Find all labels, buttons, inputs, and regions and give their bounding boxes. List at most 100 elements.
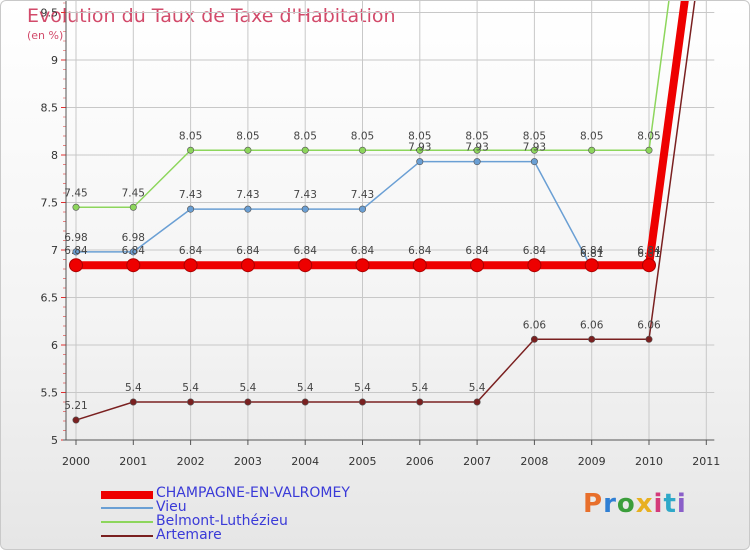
x-tick-label: 2004 (291, 455, 319, 468)
data-point (642, 258, 656, 273)
data-label: 8.05 (580, 130, 603, 142)
series-line (76, 1, 689, 270)
legend-swatch (101, 507, 153, 509)
series-layer (69, 1, 696, 424)
data-point (358, 398, 366, 406)
legend-label: Artemare (156, 527, 222, 543)
data-point (358, 205, 366, 213)
legend-label: CHAMPAGNE-EN-VALROMEY (156, 485, 350, 501)
x-tick-label: 2003 (234, 455, 262, 468)
chart-subtitle: (en %) (27, 29, 64, 42)
data-label: 7.43 (294, 189, 317, 201)
data-label: 6.06 (580, 319, 604, 331)
data-point (126, 258, 141, 273)
data-point (183, 258, 198, 273)
data-label: 6.81 (637, 248, 660, 260)
data-label: 6.98 (122, 232, 145, 244)
y-tick-label: 7 (51, 244, 58, 257)
data-point (416, 398, 424, 406)
data-point (240, 258, 255, 273)
data-label: 8.05 (294, 130, 317, 142)
data-label: 6.84 (294, 245, 318, 257)
data-point (473, 146, 481, 154)
x-tick-label: 2001 (119, 455, 147, 468)
data-label: 6.81 (580, 248, 603, 260)
data-label: 8.05 (236, 130, 259, 142)
data-label: 6.06 (523, 319, 547, 331)
data-point (355, 258, 370, 273)
data-point (187, 205, 195, 213)
data-point (588, 146, 596, 154)
data-point (473, 398, 481, 406)
data-label: 8.05 (408, 130, 431, 142)
data-point (298, 258, 313, 273)
data-label: 6.84 (637, 245, 661, 257)
data-point (530, 335, 538, 343)
chart-title: Evolution du Taux de Taxe d'Habitation (27, 5, 396, 27)
data-point (187, 146, 195, 154)
data-point (244, 205, 252, 213)
legend-swatch (101, 491, 153, 499)
data-label: 7.93 (523, 142, 546, 154)
grid-layer (63, 1, 715, 441)
data-label: 7.43 (179, 189, 202, 201)
x-tick-label: 2011 (692, 455, 720, 468)
legend-label: Vieu (156, 499, 187, 515)
data-point (530, 158, 538, 166)
x-tick-label: 2006 (406, 455, 434, 468)
data-label: 6.84 (122, 245, 146, 257)
data-label: 7.43 (236, 189, 259, 201)
y-tick-label: 8.5 (41, 102, 59, 115)
data-point (530, 146, 538, 154)
data-point (129, 398, 137, 406)
axis-layer: 55.566.577.588.599.51010.51111.51212.513… (41, 1, 720, 468)
legend-label: Belmont-Luthézieu (156, 513, 288, 529)
data-label: 5.4 (469, 382, 486, 394)
data-label: 6.98 (64, 232, 87, 244)
data-point (416, 158, 424, 166)
x-tick-label: 2009 (578, 455, 606, 468)
series-line (76, 1, 670, 208)
y-tick-label: 6 (51, 339, 58, 352)
series-line (76, 1, 686, 269)
data-label: 8.05 (179, 130, 202, 142)
data-point (244, 398, 252, 406)
data-label: 7.93 (408, 142, 431, 154)
data-point (187, 398, 195, 406)
data-label: 8.05 (523, 130, 546, 142)
data-point (584, 258, 599, 273)
data-label: 8.05 (637, 130, 660, 142)
data-label: 6.84 (236, 245, 260, 257)
data-point (588, 335, 596, 343)
data-point (69, 258, 83, 273)
data-label: 6.84 (179, 245, 203, 257)
data-label: 5.4 (297, 382, 314, 394)
data-point (301, 398, 309, 406)
x-tick-label: 2002 (177, 455, 205, 468)
data-point (72, 203, 80, 211)
data-label: 6.84 (64, 245, 88, 257)
data-label: 7.43 (351, 189, 374, 201)
data-label: 8.05 (351, 130, 374, 142)
x-tick-label: 2007 (463, 455, 491, 468)
legend-swatch (101, 521, 153, 523)
x-tick-label: 2005 (349, 455, 377, 468)
data-label: 6.06 (637, 319, 661, 331)
data-point (129, 203, 137, 211)
data-point (412, 258, 427, 273)
data-label: 6.84 (580, 245, 604, 257)
data-point (473, 158, 481, 166)
data-point (301, 146, 309, 154)
data-point (244, 146, 252, 154)
legend-swatch (101, 535, 153, 537)
proxiti-logo: Proxiti (583, 489, 687, 519)
data-label: 6.84 (351, 245, 375, 257)
series-line (75, 1, 696, 421)
data-label: 5.21 (64, 400, 87, 412)
data-label: 5.4 (125, 382, 142, 394)
data-point (72, 416, 80, 424)
x-tick-label: 2008 (520, 455, 548, 468)
y-tick-label: 5 (51, 434, 58, 447)
